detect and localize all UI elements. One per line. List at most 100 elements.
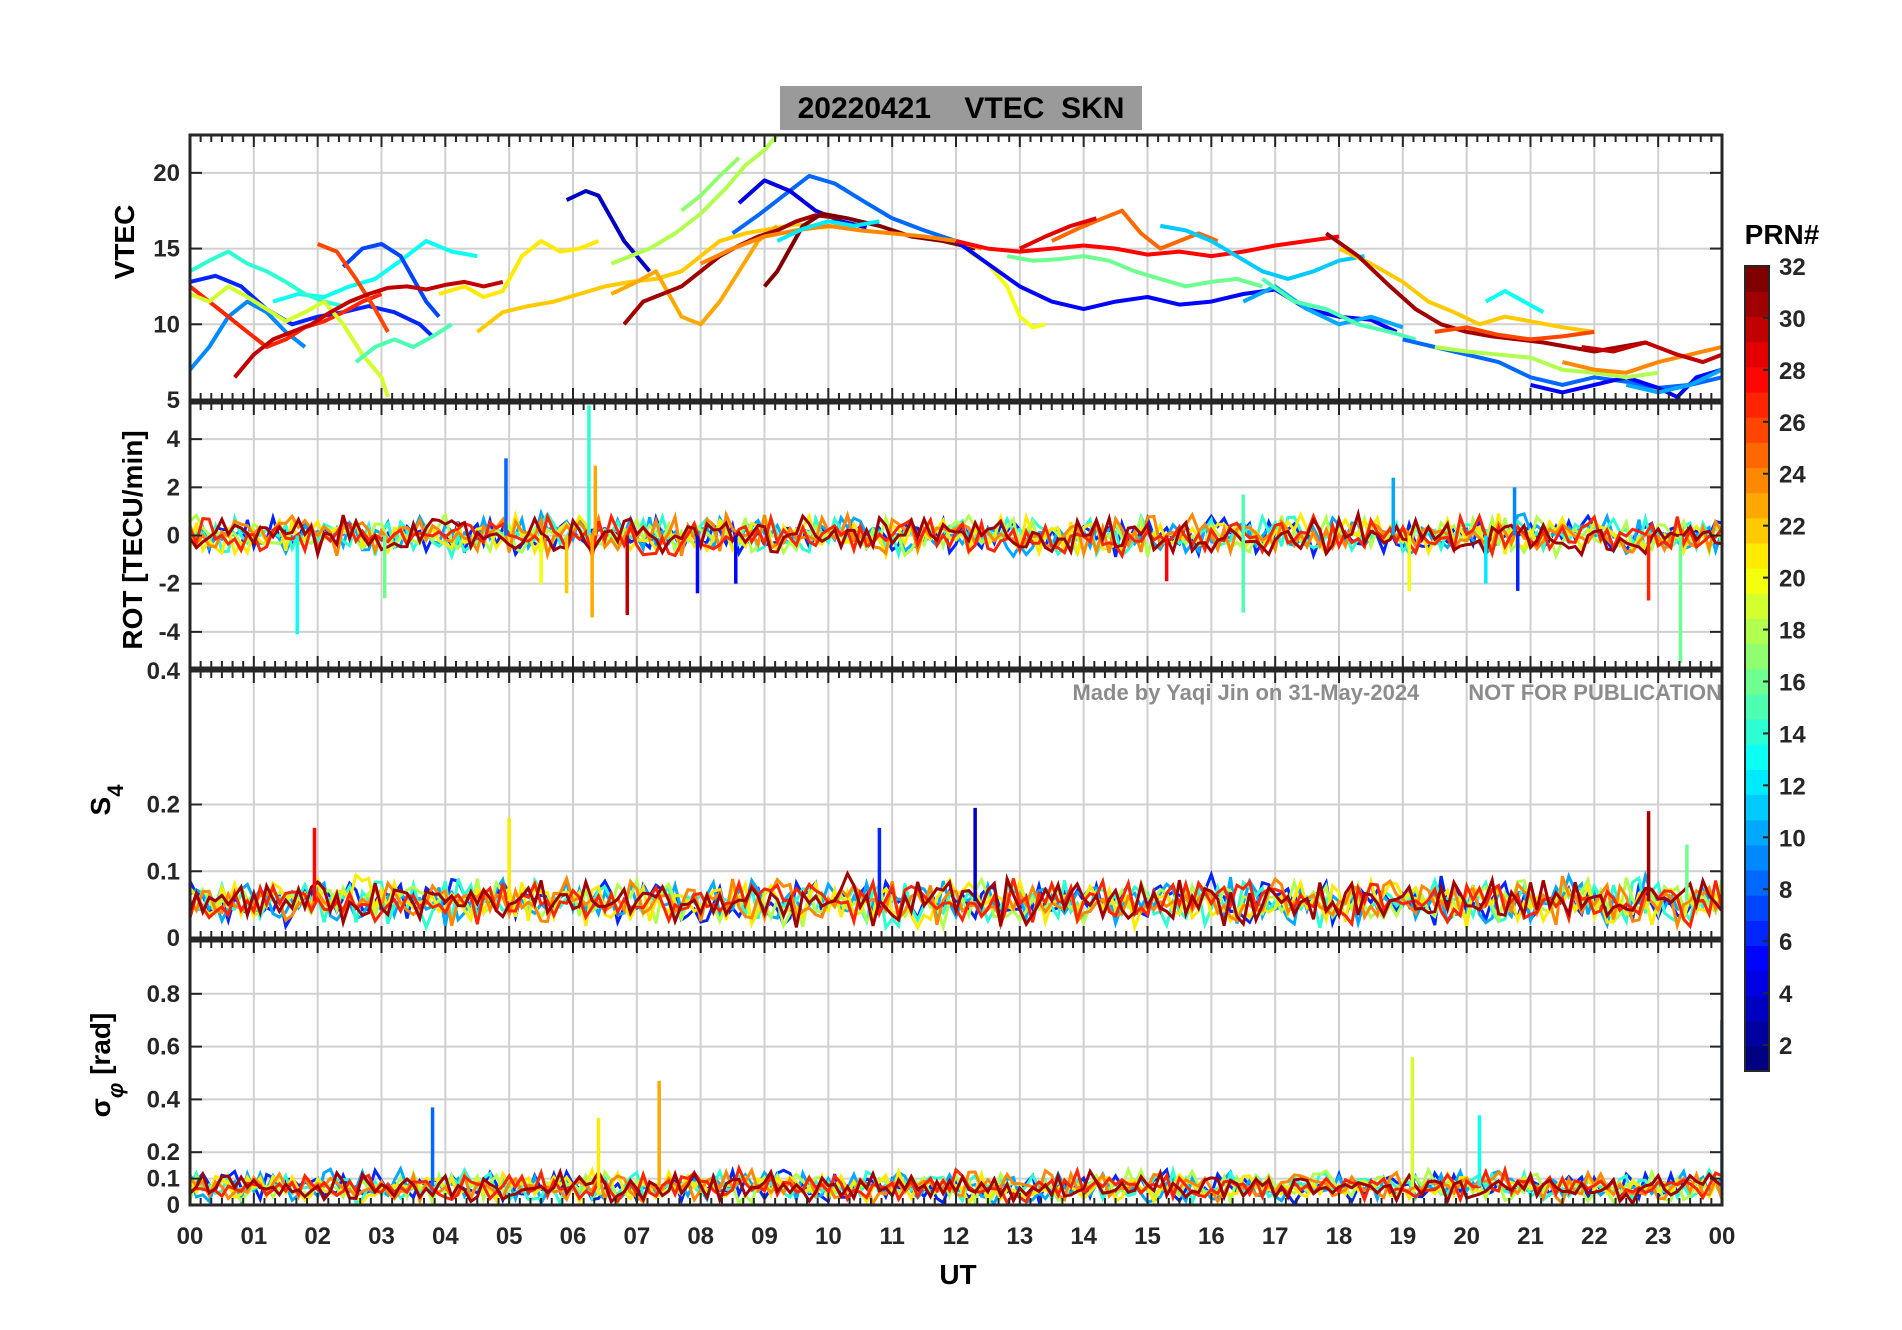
colorbar-segment xyxy=(1745,769,1769,796)
colorbar-tick-label: 6 xyxy=(1779,929,1792,956)
s4-noise-prn-10 xyxy=(190,870,1722,930)
colorbar-segment xyxy=(1745,366,1769,393)
colorbar-tick-label: 20 xyxy=(1779,566,1806,593)
s4-ytick-label: 0.4 xyxy=(147,658,181,685)
vtec-series-prn-10 xyxy=(1625,367,1722,395)
colorbar-tick-label: 30 xyxy=(1779,306,1806,333)
colorbar-tick-label: 26 xyxy=(1779,410,1806,437)
colorbar-segment xyxy=(1745,517,1769,544)
colorbar-segment xyxy=(1745,291,1769,318)
x-tick-label: 18 xyxy=(1326,1223,1353,1250)
x-tick-label: 09 xyxy=(751,1223,778,1250)
sigma_phi-ytick-label: 0 xyxy=(167,1192,180,1219)
vtec-series-prn-8 xyxy=(731,173,977,257)
colorbar-segment xyxy=(1745,718,1769,745)
x-tick-label: 00 xyxy=(177,1223,204,1250)
colorbar-segment xyxy=(1745,743,1769,770)
x-tick-label: 06 xyxy=(560,1223,587,1250)
colorbar-segment xyxy=(1745,442,1769,469)
x-tick-label: 22 xyxy=(1581,1223,1608,1250)
vtec-ytick-label: 10 xyxy=(153,311,180,338)
s4-panel: 0 0.1 0.2 0.4 xyxy=(147,658,1724,952)
x-tick-label: 01 xyxy=(240,1223,267,1250)
s4-ytick-label: 0.2 xyxy=(147,792,180,819)
colorbar-segment xyxy=(1745,593,1769,619)
vtec-series-prn-26 xyxy=(316,242,390,333)
colorbar-segment xyxy=(1745,492,1769,519)
sigma_phi-ytick-label: 0.1 xyxy=(147,1166,180,1193)
vtec-series-prn-6 xyxy=(190,273,434,338)
rot-noise-prn-31 xyxy=(190,508,1722,561)
colorbar-segment xyxy=(1745,542,1769,569)
vtec-series-prn-18 xyxy=(1434,345,1659,380)
colorbar-tick-label: 22 xyxy=(1779,514,1806,541)
x-tick-label: 17 xyxy=(1262,1223,1289,1250)
colorbar-tick-label: 12 xyxy=(1779,773,1806,800)
colorbar-segment xyxy=(1745,643,1769,670)
vtec-series-prn-31 xyxy=(1325,231,1646,354)
rot-plot-area xyxy=(190,405,1722,664)
colorbar-segment xyxy=(1745,844,1769,871)
vtec-series-prn-26 xyxy=(1434,325,1595,342)
x-tick-label: 03 xyxy=(368,1223,395,1250)
colorbar-segment xyxy=(1745,693,1769,720)
rot-panel: -4 -2 0 2 4 xyxy=(159,401,1724,670)
colorbar-tick-label: 16 xyxy=(1779,669,1806,696)
colorbar-tick-label: 4 xyxy=(1779,981,1793,1008)
colorbar-tick-label: 18 xyxy=(1779,618,1806,645)
s4-ytick-label: 0.1 xyxy=(147,858,180,885)
colorbar-segment xyxy=(1745,869,1769,896)
colorbar-tick-label: 10 xyxy=(1779,825,1806,852)
x-tick-label: 13 xyxy=(1006,1223,1033,1250)
x-tick-labels: 00 01 02 03 04 05 06 07 08 09 10 11 12 13 14 15 16 17 18 19… xyxy=(177,1223,1736,1250)
rot-ylabel: ROT [TECU/min] xyxy=(117,430,148,649)
x-tick-label: 12 xyxy=(943,1223,970,1250)
vtec-ytick-label: 20 xyxy=(153,160,180,187)
vtec-series-prn-15 xyxy=(1261,277,1417,342)
vtec-plot-area xyxy=(190,135,1722,399)
vtec-series-prn-28 xyxy=(955,234,1340,259)
x-tick-label: 08 xyxy=(687,1223,714,1250)
colorbar-segment xyxy=(1745,567,1769,594)
title-box xyxy=(780,86,1142,130)
vtec-series-prn-30 xyxy=(233,279,504,379)
colorbar-segment xyxy=(1745,618,1769,645)
vtec-series-prn-18 xyxy=(610,135,779,266)
colorbar-segment xyxy=(1745,819,1769,846)
sigma-phi-ylabel: σφ [rad] xyxy=(85,1013,128,1118)
sigma_phi-ytick-label: 0.6 xyxy=(147,1034,180,1061)
vtec-ytick-label: 15 xyxy=(153,236,180,263)
colorbar-segment xyxy=(1745,945,1769,972)
chart-title: 20220421 VTEC SKN xyxy=(798,92,1125,125)
vtec-series-prn-22 xyxy=(1338,246,1595,334)
x-tick-label: 21 xyxy=(1517,1223,1544,1250)
vtec-ylabel: VTEC xyxy=(109,205,140,280)
sigma_phi-ytick-label: 0.2 xyxy=(147,1139,180,1166)
vtec-series-prn-20 xyxy=(967,249,1046,330)
vtec-series-prn-24 xyxy=(1561,345,1722,375)
colorbar-segment xyxy=(1745,341,1769,368)
watermark: Made by Yaqi Jin on 31-May-2024 NOT FOR … xyxy=(1072,680,1722,705)
sigma_phi-ytick-label: 0.4 xyxy=(147,1086,181,1113)
colorbar-segment xyxy=(1745,970,1769,997)
vtec-series-prn-12 xyxy=(776,219,880,243)
x-tick-label: 16 xyxy=(1198,1223,1225,1250)
colorbar-tick-label: 28 xyxy=(1779,358,1806,385)
vtec-series-prn-7 xyxy=(341,242,441,318)
s4-plot-area xyxy=(190,807,1722,934)
vtec-series-prn-11 xyxy=(1159,223,1365,281)
vtec-series-prn-25 xyxy=(1050,208,1219,251)
colorbar-segment xyxy=(1745,266,1769,292)
colorbar-label: PRN# xyxy=(1745,219,1820,250)
colorbar-segment xyxy=(1745,316,1769,343)
rot-ytick-label: 4 xyxy=(167,426,181,453)
vtec-series-prn-8 xyxy=(1402,337,1722,390)
s4-ytick-label: 0 xyxy=(167,925,180,952)
vtec-series-prn-3 xyxy=(565,189,652,273)
colorbar-segment xyxy=(1745,794,1769,821)
vtec-ytick-label: 5 xyxy=(167,387,180,414)
vtec-series-prn-30 xyxy=(1581,340,1722,365)
vtec-series-prn-5 xyxy=(954,239,1398,334)
